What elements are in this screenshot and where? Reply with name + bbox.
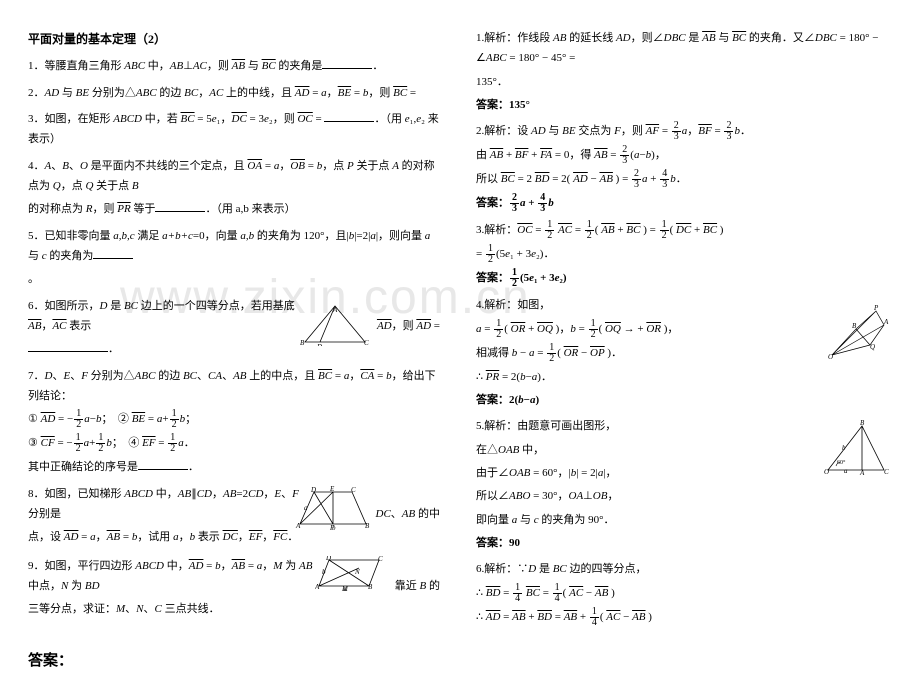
svg-text:A: A xyxy=(315,583,320,591)
question-9b: 三等分点，求证：M、N、C 三点共线． xyxy=(28,599,440,619)
answer-1a: 1.解析：作线段 AB 的延长线 AD，则∠DBC 是 AB 与 BC 的夹角．… xyxy=(476,28,892,69)
answer-5d: 所以∠ABO = 30°，OA⊥OB， xyxy=(476,486,892,506)
answer-6b: ∴ BD = 14 BC = 14( AC − AB ) xyxy=(476,583,892,604)
answer-5b: 在△OAB 中， xyxy=(476,440,892,460)
question-4b: 的对称点为 R，则 PR 等于．（用 a,b 来表示） xyxy=(28,199,440,219)
question-2: 2．AD 与 BE 分别为△ABC 的边 BC，AC 上的中线，且 AD = a… xyxy=(28,83,440,103)
question-5a: 5．已知非零向量 a,b,c 满足 a+b+c=0，向量 a,b 的夹角为 12… xyxy=(28,226,440,267)
answer-2b: 由 AB + BF + FA = 0，得 AB = 23(a−b)， xyxy=(476,145,892,166)
answer-1b: 135°． xyxy=(476,72,892,92)
answer-2c: 所以 BC = 2 BD = 2( AD − AB ) = 23a + 43b． xyxy=(476,169,892,190)
answer-4d: ∴ PR = 2(b−a)． xyxy=(476,367,892,387)
svg-text:A: A xyxy=(332,306,338,314)
right-column: 1.解析：作线段 AB 的延长线 AD，则∠DBC 是 AB 与 BC 的夹角．… xyxy=(460,0,920,651)
question-8a: 8．如图，已知梯形 ABCD 中，AB∥CD，AB=2CD，E、F 分别是DC、… xyxy=(28,484,440,525)
answer-3b: = 12(5e₁ + 3e₂)． xyxy=(476,244,892,265)
question-6a: 6．如图所示，D 是 BC 边上的一个四等分点，若用基底 AB，AC 表示 AD… xyxy=(28,296,440,337)
question-3: 3．如图，在矩形 ABCD 中，若 BC = 5e₁，DC = 3e₂，则 OC… xyxy=(28,109,440,150)
answer-5c: 由于∠OAB = 60°，|b| = 2|a|， xyxy=(476,463,892,483)
svg-text:a: a xyxy=(343,585,347,592)
answer-5e: 即向量 a 与 c 的夹角为 90°． xyxy=(476,510,892,530)
svg-text:B: B xyxy=(860,420,865,427)
svg-text:D: D xyxy=(325,556,331,562)
question-8b: 点，设 AD = a，AB = b，试用 a，b 表示 DC，EF，FC． xyxy=(28,527,440,547)
section-title: 平面对量的基本定理（2） xyxy=(28,28,440,50)
answer-2a: 2.解析：设 AD 与 BE 交点为 F，则 AF = 23a，BF = 23b… xyxy=(476,121,892,142)
answer-3-result: 答案：12(5e₁ + 3e₂) xyxy=(476,268,892,289)
question-7-opt12: ① AD = −12a−b； ② BE = a+12b； xyxy=(28,409,440,430)
answer-6c: ∴ AD = AB + BD = AB + 14( AC − AB ) xyxy=(476,607,892,628)
svg-text:C: C xyxy=(378,556,383,563)
question-5b: 。 xyxy=(28,269,440,289)
figure-parallelogram-q9: D C A M B N b a xyxy=(315,556,385,592)
answers-heading: 答案： xyxy=(28,648,440,676)
answer-6a: 6.解析：∵D 是 BC 边的四等分点， xyxy=(476,559,892,579)
answer-1-result: 答案：135° xyxy=(476,95,892,115)
svg-text:C: C xyxy=(351,486,356,494)
question-9a: 9．如图，平行四边形 ABCD 中，AD = b，AB = a，M 为 AB 中… xyxy=(28,556,440,597)
left-column: 平面对量的基本定理（2） 1．等腰直角三角形 ABC 中，AB⊥AC，则 AB … xyxy=(0,0,460,651)
svg-text:D: D xyxy=(310,486,316,494)
answer-5a: 5.解析：由题意可画出图形， O B C A b a 60° xyxy=(476,416,892,436)
answer-4c: 相减得 b − a = 12( OR − OP )． xyxy=(476,343,892,364)
svg-text:E: E xyxy=(329,486,335,493)
answer-4b: a = 12( OR + OQ )，b = 12( OQ → + OR )， xyxy=(476,319,892,340)
page-container: 平面对量的基本定理（2） 1．等腰直角三角形 ABC 中，AB⊥AC，则 AB … xyxy=(0,0,920,651)
answer-2-result: 答案：23a + 43b xyxy=(476,193,892,214)
svg-text:N: N xyxy=(354,568,360,576)
answer-3a: 3.解析：OC = 12 AC = 12( AB + BC ) = 12( DC… xyxy=(476,220,892,241)
question-7-ask: 其中正确结论的序号是． xyxy=(28,457,440,477)
answer-5-result: 答案：90 xyxy=(476,533,892,553)
svg-text:B: B xyxy=(368,583,373,591)
answer-4-result: 答案：2(b−a) xyxy=(476,390,892,410)
question-7: 7．D、E、F 分别为△ABC 的边 BC、CA、AB 上的中点，且 BC = … xyxy=(28,366,440,407)
question-7-opt34: ③ CF = −12a+12b； ④ EF = 12a． xyxy=(28,433,440,454)
question-4a: 4．A、B、O 是平面内不共线的三个定点，且 OA = a，OB = b，点 P… xyxy=(28,156,440,197)
svg-text:P: P xyxy=(873,304,879,312)
figure-trapezoid-q8: D E C A F B a b xyxy=(294,486,372,530)
question-6b: ． xyxy=(28,339,440,359)
question-1: 1．等腰直角三角形 ABC 中，AB⊥AC，则 AB 与 BC 的夹角是． xyxy=(28,56,440,76)
svg-text:b: b xyxy=(322,568,326,576)
answer-4a: 4.解析：如图， O P A Q B xyxy=(476,295,892,315)
svg-text:a: a xyxy=(304,504,308,512)
